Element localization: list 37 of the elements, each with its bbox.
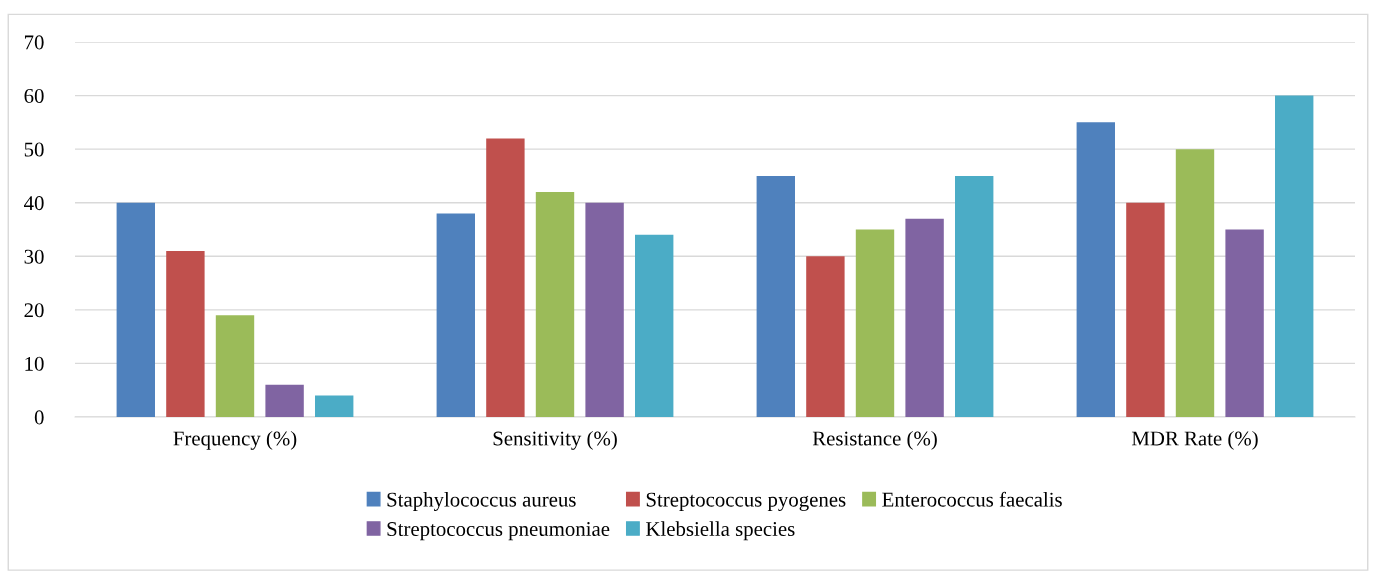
bar — [855, 229, 895, 417]
bar — [486, 138, 525, 417]
x-tick-label: Resistance (%) — [812, 430, 937, 450]
bar — [1175, 149, 1215, 417]
x-tick-label: MDR Rate (%) — [1131, 430, 1258, 450]
bar — [756, 175, 795, 417]
bar — [1275, 95, 1314, 417]
bar — [905, 218, 944, 417]
y-tick-label: 0 — [34, 410, 44, 425]
y-tick-label: 60 — [24, 88, 44, 103]
legend-label: Klebsiella species — [646, 521, 795, 541]
x-tick-label: Frequency (%) — [173, 430, 297, 450]
bar — [166, 250, 205, 417]
y-tick-label: 10 — [25, 356, 44, 371]
y-tick-label: 20 — [24, 303, 44, 318]
y-tick-label: 40 — [24, 196, 44, 211]
bar — [315, 395, 354, 417]
bar — [806, 256, 845, 417]
x-tick-label: Sensitivity (%) — [493, 430, 617, 450]
bar — [955, 175, 994, 417]
bar — [116, 202, 155, 417]
y-tick-label: 50 — [24, 142, 44, 157]
y-tick-label: 30 — [24, 249, 44, 264]
bar — [215, 315, 255, 417]
bar — [535, 192, 575, 417]
bar — [436, 213, 475, 417]
bar — [1126, 202, 1165, 417]
legend-label: Enterococcus faecalis — [882, 491, 1062, 507]
bar — [1225, 229, 1264, 417]
legend-label: Streptococcus pneumoniae — [387, 522, 610, 541]
y-tick-label: 70 — [24, 35, 44, 50]
bar — [635, 234, 674, 417]
bar — [265, 384, 304, 417]
legend-label: Streptococcus pyogenes — [646, 492, 846, 511]
legend-label: Staphylococcus aureus — [387, 492, 576, 511]
bar — [585, 202, 624, 417]
bar — [1076, 122, 1115, 417]
